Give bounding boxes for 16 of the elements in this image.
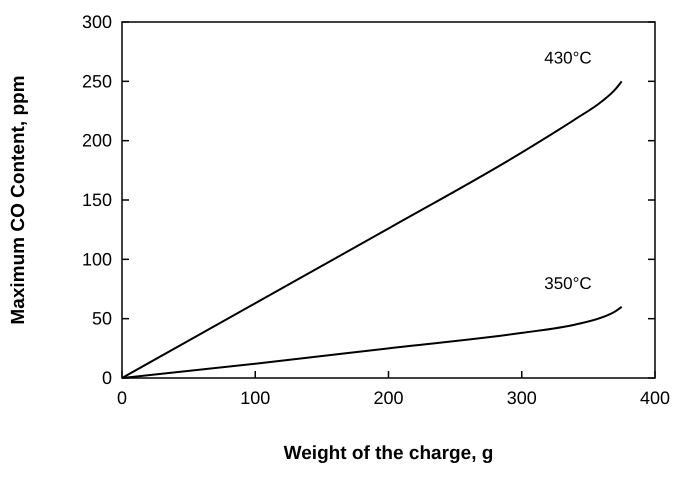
x-tick-label: 100	[240, 388, 270, 408]
y-tick-label: 50	[92, 308, 112, 329]
y-tick-label: 200	[82, 130, 112, 151]
y-tick-label: 150	[82, 190, 112, 210]
y-tick-label: 100	[82, 249, 112, 270]
x-tick-label: 400	[640, 388, 670, 408]
y-tick-label: 0	[102, 368, 112, 388]
y-tick-label: 300	[82, 12, 112, 32]
x-axis-title: Weight of the charge, g	[284, 443, 494, 464]
y-axis-title: Maximum CO Content, ppm	[8, 75, 29, 325]
series-label: 350°C	[544, 274, 592, 293]
x-tick-label: 300	[506, 388, 537, 408]
x-tick-label: 0	[116, 388, 128, 408]
series-label: 430°C	[544, 48, 592, 68]
x-tick-label: 200	[373, 388, 404, 408]
y-tick-label: 250	[82, 71, 112, 92]
